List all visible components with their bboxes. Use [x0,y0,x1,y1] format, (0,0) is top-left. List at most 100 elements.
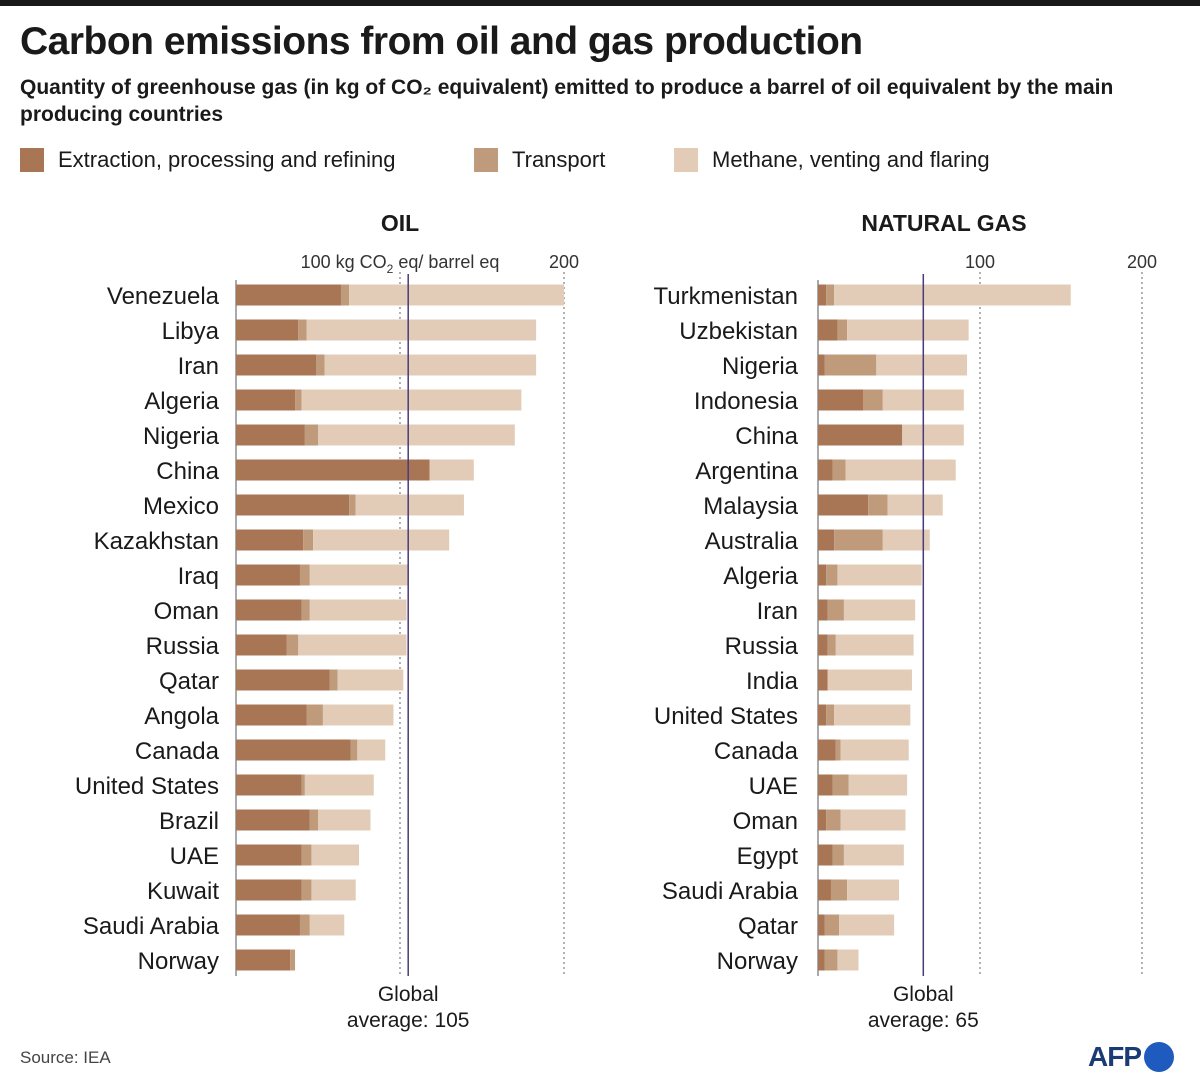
oil-bar-angola-methane [322,704,394,726]
legend: Extraction, processing and refining Tran… [20,146,1180,174]
gas-bar-nigeria-transport [824,354,877,376]
gas-bar-united-states-transport [826,704,835,726]
oil-bar-iran-methane [324,354,537,376]
oil-bar-nigeria-extraction [236,424,305,446]
oil-bar-norway-transport [290,949,296,971]
gas-bar-canada-extraction [818,739,836,761]
oil-bar-libya-methane [306,319,537,341]
gas-category-label-united-states: United States [654,703,798,730]
gas-category-label-malaysia: Malaysia [703,493,798,520]
oil-bar-russia-methane [298,634,407,656]
oil-bar-russia-extraction [236,634,287,656]
oil-category-label-united-states: United States [75,773,219,800]
gas-bar-qatar-methane [839,914,895,936]
oil-bar-iran-extraction [236,354,317,376]
gas-category-label-algeria: Algeria [723,563,798,590]
oil-bar-oman-extraction [236,599,302,621]
gas-bar-uzbekistan-extraction [818,319,838,341]
gas-category-label-india: India [746,668,799,695]
oil-bar-china-methane [429,459,474,481]
oil-panel-title: OIL [381,210,419,236]
gas-bar-algeria-methane [837,564,922,586]
gas-bar-argentina-transport [832,459,846,481]
gas-category-label-iran: Iran [757,598,798,625]
gas-bar-nigeria-methane [876,354,968,376]
oil-bar-united-states-transport [301,774,305,796]
legend-swatch-extraction [20,148,44,172]
legend-label-extraction: Extraction, processing and refining [58,147,396,172]
oil-category-label-oman: Oman [154,598,219,625]
gas-bar-canada-methane [840,739,909,761]
afp-logo-circle [1144,1042,1174,1072]
oil-tick-label-200: 200 [549,252,579,272]
oil-category-label-saudi-arabia: Saudi Arabia [83,913,220,940]
oil-category-label-iraq: Iraq [178,563,219,590]
gas-bar-canada-transport [835,739,841,761]
gas-bar-saudi-arabia-extraction [818,879,831,901]
gas-bar-saudi-arabia-transport [830,879,848,901]
gas-category-label-uae: UAE [749,773,798,800]
gas-bar-australia-methane [882,529,930,551]
gas-bar-nigeria-extraction [818,354,825,376]
gas-tick-label-200: 200 [1127,252,1157,272]
gas-category-label-turkmenistan: Turkmenistan [654,283,799,310]
oil-bar-russia-transport [286,634,299,656]
gas-bar-norway-methane [837,949,859,971]
oil-bar-canada-transport [350,739,358,761]
oil-bar-venezuela-methane [349,284,564,306]
gas-bar-iran-methane [843,599,916,621]
oil-category-label-kuwait: Kuwait [147,878,219,905]
oil-bar-uae-transport [301,844,312,866]
oil-bar-mexico-extraction [236,494,350,516]
oil-bar-iraq-extraction [236,564,300,586]
oil-category-label-mexico: Mexico [143,493,219,520]
gas-panel-title: NATURAL GAS [861,210,1026,236]
gas-bar-qatar-extraction [818,914,825,936]
gas-category-label-norway: Norway [717,948,798,975]
gas-bar-uae-transport [832,774,849,796]
oil-category-label-libya: Libya [162,318,220,345]
gas-bar-uzbekistan-methane [847,319,969,341]
source-note: Source: IEA [20,1048,111,1067]
oil-bar-algeria-extraction [236,389,296,411]
oil-bar-kazakhstan-methane [313,529,450,551]
gas-category-label-qatar: Qatar [738,913,798,940]
oil-bar-algeria-methane [301,389,522,411]
gas-bar-united-states-extraction [818,704,827,726]
oil-category-label-canada: Canada [135,738,220,765]
oil-bar-mexico-methane [355,494,464,516]
gas-bar-egypt-transport [832,844,844,866]
gas-bar-united-states-methane [834,704,911,726]
gas-bar-russia-extraction [818,634,828,656]
gas-bar-oman-transport [826,809,841,831]
gas-bar-uzbekistan-transport [837,319,848,341]
oil-category-label-brazil: Brazil [159,808,219,835]
oil-category-label-nigeria: Nigeria [143,423,220,450]
oil-category-label-venezuela: Venezuela [107,283,220,310]
oil-bar-brazil-transport [309,809,318,831]
gas-bar-egypt-methane [843,844,904,866]
gas-category-label-canada: Canada [714,738,799,765]
gas-bar-indonesia-transport [863,389,883,411]
oil-category-label-angola: Angola [144,703,219,730]
gas-average-label-line2: average: 65 [868,1009,979,1032]
gas-category-label-oman: Oman [733,808,798,835]
gas-bar-qatar-transport [824,914,840,936]
oil-bar-iraq-transport [299,564,310,586]
legend-label-methane: Methane, venting and flaring [712,147,990,172]
oil-bar-nigeria-transport [304,424,318,446]
oil-bar-oman-transport [301,599,310,621]
gas-bar-uae-extraction [818,774,833,796]
gas-bar-oman-extraction [818,809,827,831]
gas-category-label-australia: Australia [705,528,799,555]
chart-subtitle: Quantity of greenhouse gas (in kg of CO₂… [20,76,1114,126]
afp-logo-text: AFP [1088,1041,1142,1072]
gas-bar-malaysia-transport [868,494,888,516]
gas-bar-iran-extraction [818,599,828,621]
oil-bar-kazakhstan-extraction [236,529,304,551]
oil-bar-qatar-extraction [236,669,330,691]
oil-bar-saudi-arabia-transport [299,914,310,936]
gas-bar-turkmenistan-methane [834,284,1071,306]
gas-bar-turkmenistan-extraction [818,284,827,306]
gas-bar-uae-methane [848,774,908,796]
